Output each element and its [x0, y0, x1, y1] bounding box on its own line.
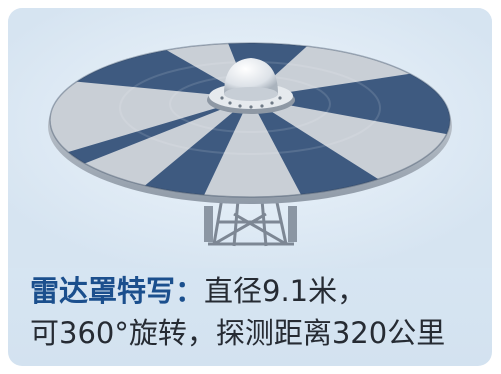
- radar-dome-illustration: [8, 8, 492, 268]
- caption-line-1: 雷达罩特写：直径9.1米，: [30, 270, 480, 312]
- caption: 雷达罩特写：直径9.1米， 可360°旋转，探测距离320公里: [30, 270, 480, 354]
- info-card: 雷达罩特写：直径9.1米， 可360°旋转，探测距离320公里: [8, 8, 492, 366]
- caption-diameter-text: 直径9.1米，: [204, 274, 367, 308]
- caption-label: 雷达罩特写：: [30, 274, 205, 308]
- radar-dome-icon: [207, 58, 295, 114]
- support-pylon-icon: [204, 197, 297, 247]
- caption-line-2: 可360°旋转，探测距离320公里: [30, 316, 446, 350]
